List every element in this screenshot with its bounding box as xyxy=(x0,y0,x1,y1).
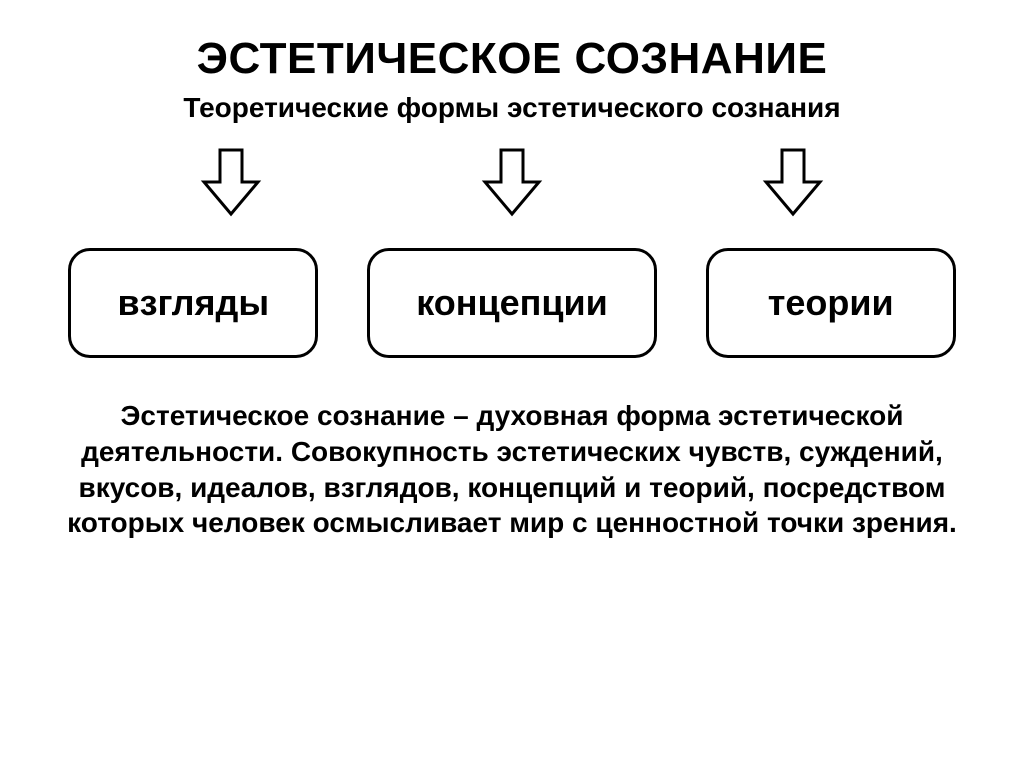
box-views: взгляды xyxy=(68,248,318,358)
down-arrow-icon xyxy=(198,146,264,218)
down-arrow-icon xyxy=(479,146,545,218)
arrows-row xyxy=(0,146,1024,218)
definition-text: Эстетическое сознание – духовная форма э… xyxy=(0,398,1024,541)
box-concepts: концепции xyxy=(367,248,657,358)
page-subtitle: Теоретические формы эстетического сознан… xyxy=(0,92,1024,124)
page-title: ЭСТЕТИЧЕСКОЕ СОЗНАНИЕ xyxy=(0,0,1024,84)
box-theories: теории xyxy=(706,248,956,358)
down-arrow-icon xyxy=(760,146,826,218)
boxes-row: взгляды концепции теории xyxy=(0,248,1024,358)
